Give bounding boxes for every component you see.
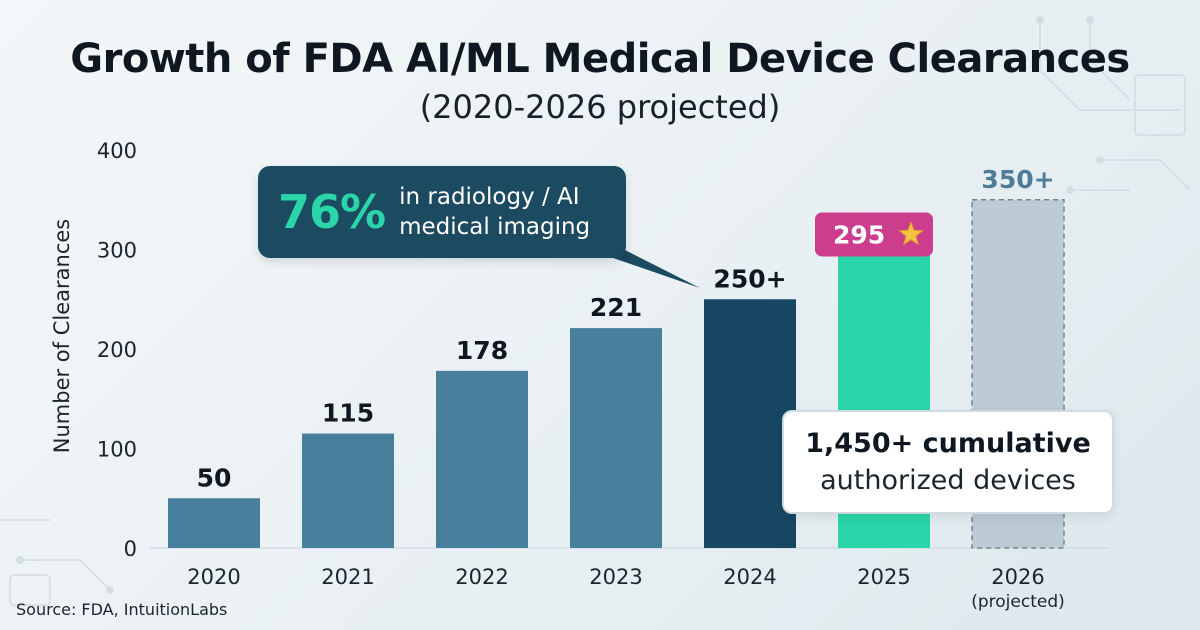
cumulative-devices-box: 1,450+ cumulative authorized devices xyxy=(782,410,1114,514)
data-label-2024: 250+ xyxy=(713,264,786,293)
x-tick-label-2020: 2020 xyxy=(187,565,240,589)
x-tick-label-2024: 2024 xyxy=(723,565,776,589)
x-tick-label-2022: 2022 xyxy=(455,565,508,589)
data-label-2025: 295 xyxy=(833,220,885,249)
callout-line-1: in radiology / AI xyxy=(399,184,580,210)
data-label-2026: 350+ xyxy=(981,165,1054,194)
source-note: Source: FDA, IntuitionLabs xyxy=(16,600,228,619)
x-tick-sublabel-2026: (projected) xyxy=(971,592,1065,612)
y-tick-label: 100 xyxy=(97,438,137,462)
bar-2022 xyxy=(436,370,528,548)
bar-2023 xyxy=(570,328,662,548)
callout-text: in radiology / AI medical imaging xyxy=(399,182,590,242)
data-label-2021: 115 xyxy=(322,399,374,428)
cumulative-headline: 1,450+ cumulative xyxy=(805,428,1091,459)
bar-2024 xyxy=(704,299,796,548)
chart-title: Growth of FDA AI/ML Medical Device Clear… xyxy=(70,36,1130,82)
callout-percent: 76% xyxy=(278,185,386,239)
data-label-2023: 221 xyxy=(590,293,642,322)
cumulative-subline: authorized devices xyxy=(820,465,1076,496)
badge-2025 xyxy=(815,212,933,257)
y-tick-label: 0 xyxy=(124,537,137,561)
x-tick-label-2021: 2021 xyxy=(321,565,374,589)
x-tick-label-2026: 2026 xyxy=(991,565,1044,589)
callout-pointer xyxy=(590,250,700,288)
callout-line-2: medical imaging xyxy=(399,214,591,240)
radiology-callout: 76% in radiology / AI medical imaging xyxy=(258,166,626,258)
bar-2021 xyxy=(302,433,394,548)
bar-2020 xyxy=(168,498,260,548)
data-label-2022: 178 xyxy=(456,336,508,365)
y-tick-label: 200 xyxy=(97,338,137,362)
y-tick-label: 300 xyxy=(97,239,137,263)
data-label-2020: 50 xyxy=(197,463,232,492)
x-tick-label-2025: 2025 xyxy=(857,565,910,589)
y-tick-label: 400 xyxy=(97,139,137,163)
chart-subtitle: (2020-2026 projected) xyxy=(419,88,781,126)
x-tick-label-2023: 2023 xyxy=(589,565,642,589)
y-axis-title: Number of Clearances xyxy=(50,218,74,454)
star-icon xyxy=(898,221,924,246)
